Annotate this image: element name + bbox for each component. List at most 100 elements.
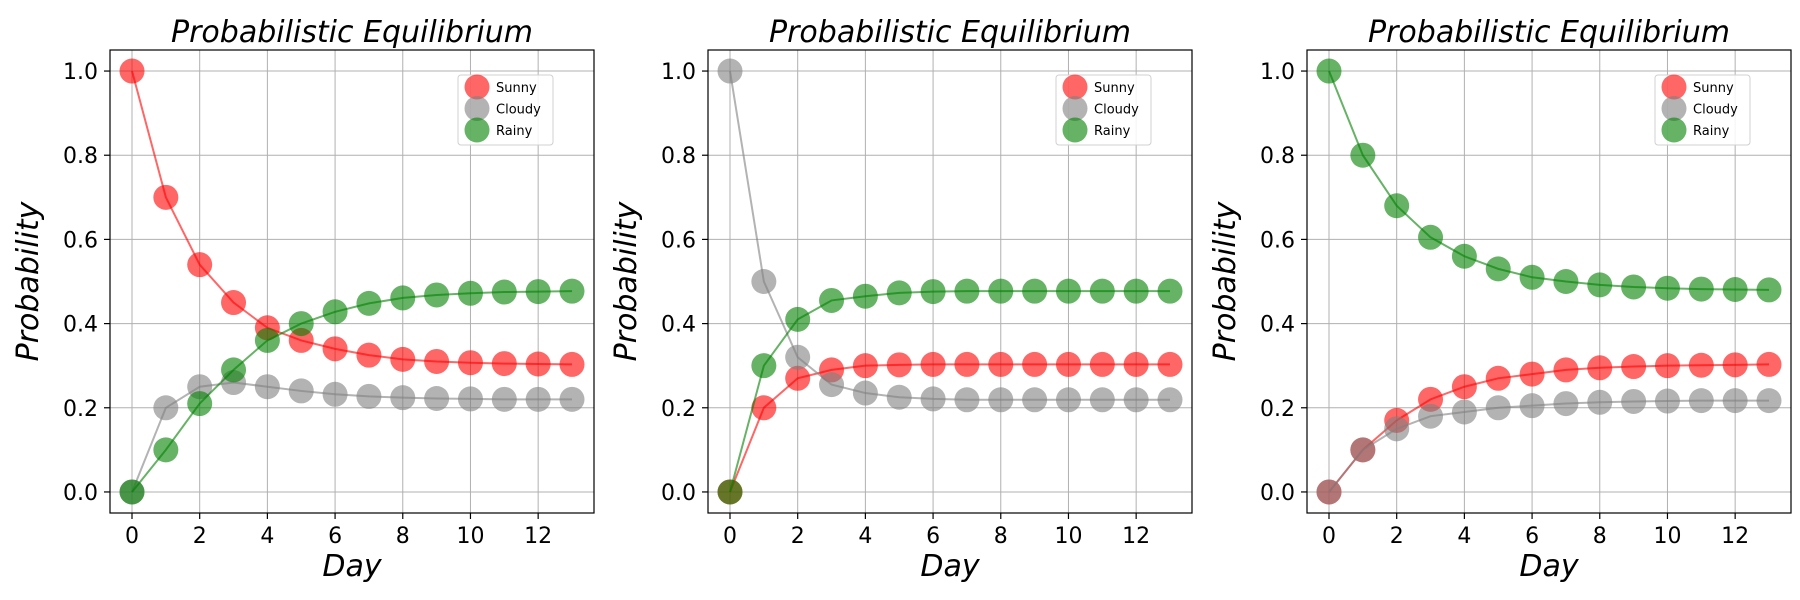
data-point-sunny: [988, 351, 1014, 377]
x-tick-label: 2: [193, 524, 207, 549]
data-point-cloudy: [920, 386, 946, 412]
data-point-rainy: [1316, 58, 1342, 84]
legend-marker-cloudy: [464, 96, 490, 121]
data-point-rainy: [886, 280, 912, 306]
x-tick-label: 0: [1322, 524, 1336, 549]
data-point-sunny: [1553, 357, 1579, 383]
data-point-rainy: [1157, 278, 1183, 304]
data-point-rainy: [988, 278, 1014, 304]
data-point-rainy: [525, 279, 551, 305]
data-point-rainy: [1022, 278, 1048, 304]
data-point-rainy: [1055, 278, 1081, 304]
y-tick-label: 0.4: [661, 313, 696, 338]
plot-frame: [109, 49, 595, 514]
data-point-cloudy: [886, 384, 912, 410]
data-point-rainy: [187, 391, 213, 417]
data-point-cloudy: [1384, 416, 1410, 442]
x-tick-label: 4: [1457, 524, 1471, 549]
data-point-sunny: [1123, 351, 1149, 377]
y-tick-label: 0.4: [1260, 313, 1295, 338]
data-point-sunny: [559, 351, 585, 377]
series-sunny: [717, 351, 1183, 505]
data-point-rainy: [491, 279, 517, 305]
data-point-cloudy: [288, 378, 314, 404]
data-point-cloudy: [1553, 391, 1579, 417]
data-point-sunny: [1157, 351, 1183, 377]
x-tick-label: 10: [1653, 524, 1681, 549]
data-point-rainy: [1722, 276, 1748, 302]
x-tick-label: 8: [994, 524, 1008, 549]
data-point-sunny: [457, 350, 483, 376]
series-rainy: [119, 278, 585, 505]
data-point-rainy: [1688, 276, 1714, 302]
data-point-cloudy: [1022, 387, 1048, 413]
chart-panel-3: 0 2 4 6 8 10 12 0.0 0.2 0.4 0.6 0.8 1.0 Probabilistic…: [1208, 15, 1792, 584]
data-point-rainy: [751, 353, 777, 379]
data-point-sunny: [886, 352, 912, 378]
data-point-cloudy: [1089, 387, 1115, 413]
data-point-cloudy: [457, 386, 483, 412]
legend-label-sunny: Sunny: [1094, 81, 1135, 96]
x-tick-label: 2: [1390, 524, 1404, 549]
legend-marker-rainy: [1661, 117, 1687, 143]
x-tick-label: 12: [1122, 524, 1150, 549]
x-axis-label: Day: [920, 549, 980, 584]
legend-label-cloudy: Cloudy: [496, 103, 541, 118]
grid: [708, 50, 1192, 513]
legend-label-sunny: Sunny: [1693, 81, 1734, 96]
data-point-sunny: [187, 252, 213, 278]
legend-marker-cloudy: [1661, 96, 1687, 121]
data-point-sunny: [1756, 351, 1782, 377]
data-point-cloudy: [852, 380, 878, 406]
data-point-cloudy: [356, 383, 382, 409]
y-tick-label: 0.2: [661, 397, 696, 422]
data-point-sunny: [785, 365, 811, 391]
data-point-cloudy: [1654, 388, 1680, 414]
data-point-rainy: [1519, 264, 1545, 290]
legend-label-rainy: Rainy: [1693, 124, 1730, 139]
data-point-cloudy: [954, 387, 980, 413]
legend-label-rainy: Rainy: [496, 124, 533, 139]
data-point-rainy: [322, 299, 348, 325]
series-cloudy: [119, 370, 585, 505]
legend: Sunny Cloudy Rainy: [1055, 74, 1152, 146]
data-point-rainy: [920, 279, 946, 305]
series-cloudy: [1316, 388, 1782, 505]
chart-title: Probabilistic Equilibrium: [171, 15, 533, 50]
legend-marker-sunny: [464, 74, 490, 100]
data-point-cloudy: [1621, 388, 1647, 414]
data-point-rainy: [119, 479, 145, 505]
data-point-cloudy: [1350, 437, 1376, 463]
x-tick-label: 0: [723, 524, 737, 549]
y-tick-label: 0.8: [63, 144, 98, 169]
data-point-cloudy: [1055, 387, 1081, 413]
data-point-sunny: [119, 58, 145, 84]
y-axis-label: Probability: [609, 200, 644, 361]
data-point-rainy: [717, 479, 743, 505]
x-tick-label: 0: [125, 524, 139, 549]
data-point-sunny: [1688, 352, 1714, 378]
series-cloudy: [717, 58, 1183, 413]
x-tick-label: 12: [524, 524, 552, 549]
y-axis-label: Probability: [11, 200, 46, 361]
x-tick-label: 12: [1721, 524, 1749, 549]
y-tick-label: 1.0: [661, 60, 696, 85]
data-point-rainy: [1123, 278, 1149, 304]
x-axis-label: Day: [1519, 549, 1579, 584]
data-point-rainy: [457, 280, 483, 306]
legend-marker-rainy: [464, 117, 490, 143]
legend-label-sunny: Sunny: [496, 81, 537, 96]
y-tick-label: 1.0: [1260, 60, 1295, 85]
legend-label-cloudy: Cloudy: [1094, 103, 1139, 118]
plot-frame: [707, 49, 1193, 514]
data-point-sunny: [424, 348, 450, 374]
data-point-cloudy: [1485, 395, 1511, 421]
y-tick-label: 0.0: [661, 481, 696, 506]
x-tick-label: 4: [858, 524, 872, 549]
chart-panel-1: 0 2 4 6 8 10 12 0.0 0.2 0.4 0.6 0.8 1.0 Probabilistic…: [11, 15, 595, 584]
legend-label-rainy: Rainy: [1094, 124, 1131, 139]
data-point-rainy: [1485, 256, 1511, 282]
data-point-rainy: [1089, 278, 1115, 304]
data-point-cloudy: [491, 386, 517, 412]
